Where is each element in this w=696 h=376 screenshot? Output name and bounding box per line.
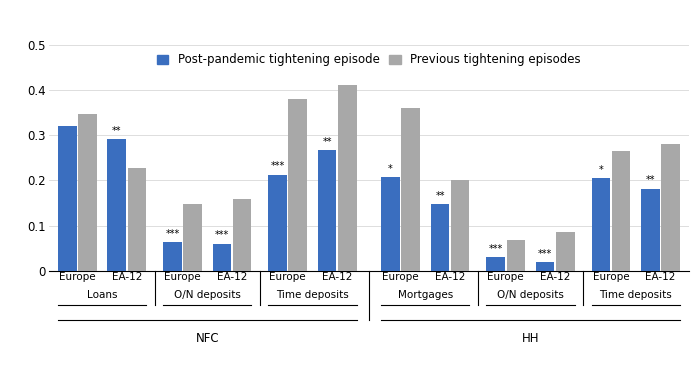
Text: **: **: [646, 176, 655, 185]
Text: Time deposits: Time deposits: [599, 290, 672, 300]
Bar: [213, 244, 231, 271]
Bar: [288, 99, 307, 271]
Bar: [381, 177, 400, 271]
Text: NFC: NFC: [196, 332, 219, 345]
Legend: Post-pandemic tightening episode, Previous tightening episodes: Post-pandemic tightening episode, Previo…: [152, 49, 586, 71]
Bar: [338, 85, 356, 271]
Text: Mortgages: Mortgages: [397, 290, 453, 300]
Bar: [612, 151, 631, 271]
Bar: [487, 257, 505, 271]
Bar: [58, 126, 77, 271]
Bar: [507, 240, 525, 271]
Bar: [402, 108, 420, 271]
Bar: [78, 114, 97, 271]
Text: O/N deposits: O/N deposits: [174, 290, 241, 300]
Bar: [661, 144, 680, 271]
Text: Loans: Loans: [87, 290, 118, 300]
Text: ***: ***: [538, 249, 553, 259]
Text: ***: ***: [166, 229, 180, 239]
Bar: [556, 232, 575, 271]
Bar: [536, 262, 555, 271]
Bar: [641, 189, 660, 271]
Text: O/N deposits: O/N deposits: [497, 290, 564, 300]
Text: *: *: [599, 165, 603, 175]
Bar: [592, 178, 610, 271]
Text: ***: ***: [215, 230, 229, 241]
Bar: [269, 174, 287, 271]
Text: **: **: [322, 136, 332, 147]
Bar: [431, 204, 450, 271]
Text: **: **: [112, 126, 122, 136]
Bar: [163, 242, 182, 271]
Text: *: *: [388, 164, 393, 174]
Text: **: **: [435, 191, 445, 201]
Bar: [232, 199, 251, 271]
Bar: [183, 204, 202, 271]
Bar: [127, 168, 146, 271]
Text: ***: ***: [489, 244, 503, 254]
Bar: [107, 139, 126, 271]
Bar: [318, 150, 336, 271]
Text: ***: ***: [271, 161, 285, 171]
Text: HH: HH: [522, 332, 539, 345]
Bar: [451, 180, 469, 271]
Text: Time deposits: Time deposits: [276, 290, 349, 300]
